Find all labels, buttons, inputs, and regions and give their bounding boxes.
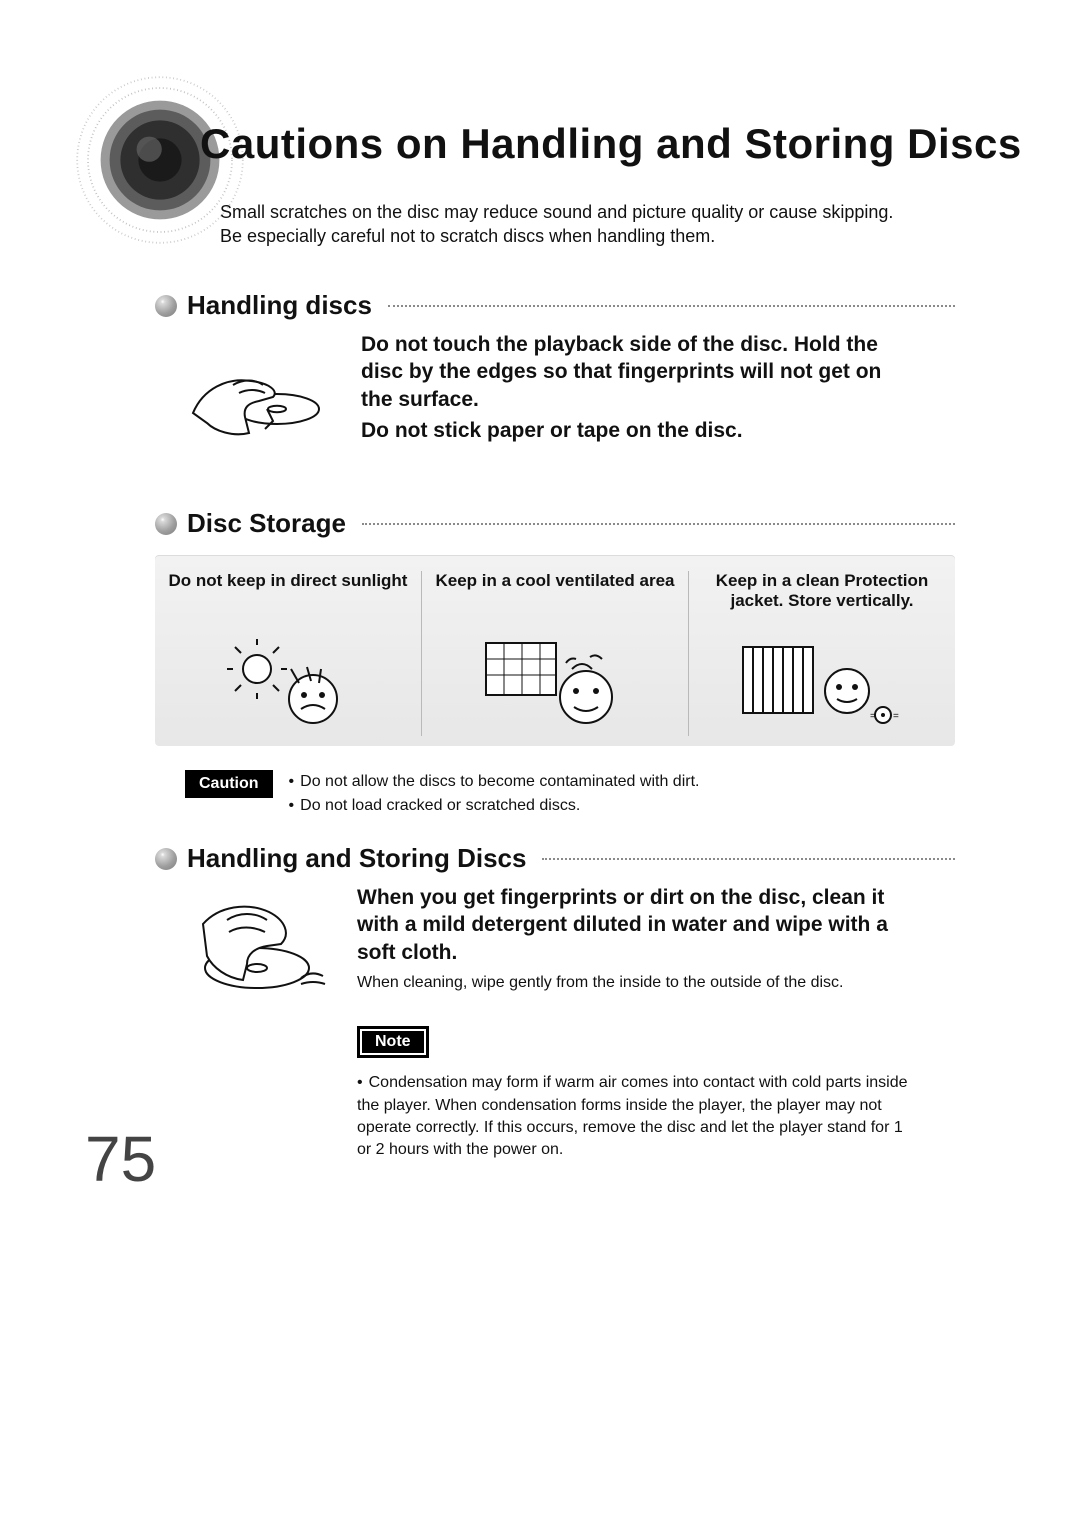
svg-text:=: = <box>870 711 876 722</box>
svg-text:=: = <box>893 711 899 722</box>
handling-body-2: Do not stick paper or tape on the disc. <box>361 417 901 444</box>
bullet-icon <box>155 848 177 870</box>
handling-body-1: Do not touch the playback side of the di… <box>361 333 881 411</box>
cleaning-body-main: When you get fingerprints or dirt on the… <box>357 884 897 966</box>
section-cleaning: Handling and Storing Discs When you get … <box>155 843 955 1162</box>
bullet-icon <box>155 513 177 535</box>
list-item: When cleaning, wipe gently from the insi… <box>357 974 844 991</box>
storage-col-ventilated: Keep in a cool ventilated area <box>421 571 688 736</box>
cleaning-content: When you get fingerprints or dirt on the… <box>155 884 955 1162</box>
hand-holding-disc-illustration <box>173 331 333 451</box>
storage-col-jacket: Keep in a clean Protection jacket. Store… <box>688 571 955 736</box>
divider <box>388 305 955 307</box>
storage-label: Keep in a clean Protection jacket. Store… <box>701 571 943 633</box>
handling-body: Do not touch the playback side of the di… <box>361 331 901 444</box>
intro-line-1: Small scratches on the disc may reduce s… <box>220 202 893 222</box>
document-page: Cautions on Handling and Storing Discs S… <box>0 0 1080 1528</box>
sunlight-icon <box>213 639 363 731</box>
section-title: Disc Storage <box>187 508 346 539</box>
caution-badge: Caution <box>185 770 273 798</box>
list-item: Condensation may form if warm air comes … <box>357 1074 908 1158</box>
storage-grid: Do not keep in direct sunlight <box>155 555 955 746</box>
wipe-disc-illustration <box>173 884 333 1004</box>
section-handling: Handling discs Do not touch the playback… <box>155 290 955 451</box>
section-heading: Handling and Storing Discs <box>155 843 955 874</box>
note-badge: Note <box>357 1026 429 1058</box>
section-title: Handling discs <box>187 290 372 321</box>
jacket-icon: = = <box>737 639 907 731</box>
storage-label: Keep in a cool ventilated area <box>434 571 676 633</box>
caution-list: Do not allow the discs to become contami… <box>289 770 700 818</box>
list-item: Do not load cracked or scratched discs. <box>289 794 700 818</box>
section-title: Handling and Storing Discs <box>187 843 526 874</box>
note-body: Condensation may form if warm air comes … <box>357 1072 917 1162</box>
storage-col-sunlight: Do not keep in direct sunlight <box>155 571 421 736</box>
caution-block: Caution Do not allow the discs to become… <box>155 770 955 818</box>
intro-line-2: Be especially careful not to scratch dis… <box>220 226 715 246</box>
ventilated-icon <box>480 639 630 731</box>
page-number: 75 <box>85 1122 156 1196</box>
section-heading: Handling discs <box>155 290 955 321</box>
cleaning-body: When you get fingerprints or dirt on the… <box>357 884 917 1162</box>
section-storage: Disc Storage Do not keep in direct sunli… <box>155 508 955 818</box>
handling-content: Do not touch the playback side of the di… <box>155 331 955 451</box>
cleaning-body-sub: When cleaning, wipe gently from the insi… <box>357 972 917 994</box>
section-heading: Disc Storage <box>155 508 955 539</box>
intro-text: Small scratches on the disc may reduce s… <box>220 200 940 249</box>
page-title: Cautions on Handling and Storing Discs <box>200 120 1022 168</box>
divider <box>542 858 955 860</box>
bullet-icon <box>155 295 177 317</box>
divider <box>362 523 955 525</box>
storage-label: Do not keep in direct sunlight <box>167 571 409 633</box>
list-item: Do not allow the discs to become contami… <box>289 770 700 794</box>
